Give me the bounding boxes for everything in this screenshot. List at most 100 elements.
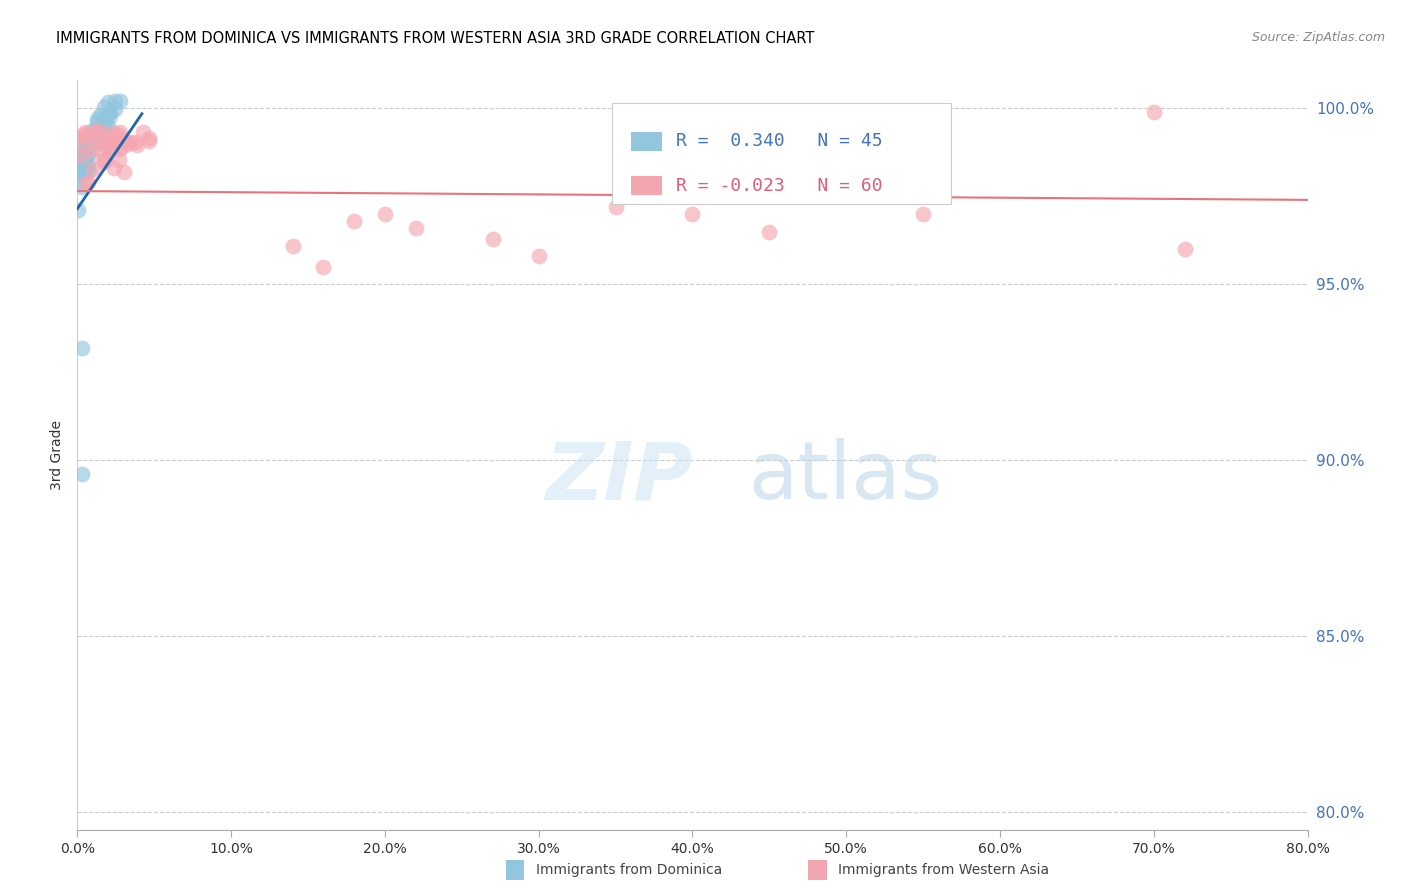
Point <box>108 95 131 109</box>
Text: IMMIGRANTS FROM DOMINICA VS IMMIGRANTS FROM WESTERN ASIA 3RD GRADE CORRELATION C: IMMIGRANTS FROM DOMINICA VS IMMIGRANTS F… <box>56 31 814 46</box>
Point <box>70 162 93 177</box>
Text: R = -0.023   N = 60: R = -0.023 N = 60 <box>676 177 883 194</box>
Point <box>73 125 96 139</box>
Point <box>138 131 160 145</box>
Point <box>86 112 108 127</box>
Point <box>77 129 100 144</box>
Point <box>138 134 160 148</box>
Point <box>69 166 91 180</box>
Point <box>77 146 100 161</box>
Point <box>76 161 98 175</box>
Point <box>343 214 366 228</box>
Point <box>104 102 127 116</box>
Point <box>77 163 100 178</box>
Point <box>93 154 115 169</box>
Point <box>108 125 131 139</box>
Point <box>91 153 114 167</box>
Point <box>97 142 120 156</box>
Point <box>93 100 115 114</box>
Point <box>76 157 98 171</box>
Point <box>93 121 115 136</box>
Point <box>374 207 396 221</box>
Point <box>70 138 93 153</box>
Point <box>912 207 935 221</box>
Point <box>69 154 91 169</box>
Point <box>107 153 129 167</box>
Point <box>1143 104 1166 119</box>
Point <box>94 115 117 129</box>
Point <box>118 135 141 149</box>
Point <box>76 142 98 156</box>
Point <box>112 133 135 147</box>
Point <box>94 136 117 150</box>
Point <box>73 156 96 170</box>
Point <box>93 111 115 125</box>
Point <box>80 132 103 146</box>
Point <box>87 142 110 156</box>
Point <box>94 136 117 151</box>
Point <box>96 153 118 167</box>
Point <box>82 143 104 157</box>
Text: Source: ZipAtlas.com: Source: ZipAtlas.com <box>1251 31 1385 45</box>
Point <box>84 123 107 137</box>
Point <box>104 127 127 141</box>
Point <box>97 136 120 150</box>
Text: Immigrants from Western Asia: Immigrants from Western Asia <box>838 863 1049 877</box>
Point <box>73 144 96 158</box>
Point <box>79 126 101 140</box>
Point <box>69 152 91 166</box>
FancyBboxPatch shape <box>631 177 662 195</box>
Point <box>73 127 96 141</box>
Point <box>86 115 108 129</box>
Point <box>97 95 120 109</box>
Point <box>481 231 503 245</box>
Point <box>82 122 104 136</box>
Point <box>110 141 132 155</box>
Point <box>127 138 149 153</box>
Point <box>67 202 90 217</box>
Point <box>76 148 98 162</box>
Point <box>758 225 780 239</box>
Point <box>67 155 90 169</box>
Point <box>124 136 146 150</box>
Point <box>104 95 127 109</box>
Point <box>312 260 335 274</box>
Text: R =  0.340   N = 45: R = 0.340 N = 45 <box>676 132 883 150</box>
Y-axis label: 3rd Grade: 3rd Grade <box>51 420 65 490</box>
Point <box>70 180 93 194</box>
Point <box>97 106 120 120</box>
Point <box>108 142 131 156</box>
Point <box>98 109 121 123</box>
Point <box>73 145 96 159</box>
Point <box>73 165 96 179</box>
Point <box>72 149 94 163</box>
Point <box>112 165 135 179</box>
Point <box>682 207 704 221</box>
Point <box>1174 242 1197 256</box>
Point <box>132 125 155 139</box>
Point <box>80 128 103 142</box>
Point <box>76 175 98 189</box>
Point <box>84 136 107 151</box>
Point <box>835 189 858 203</box>
Text: atlas: atlas <box>748 438 942 516</box>
Point <box>75 131 97 145</box>
Point <box>97 119 120 133</box>
Point <box>89 108 111 122</box>
Point <box>67 176 90 190</box>
Point <box>69 166 91 180</box>
Point <box>76 176 98 190</box>
Point <box>281 238 304 252</box>
Point <box>108 128 131 142</box>
Point <box>405 221 427 235</box>
Point <box>101 141 124 155</box>
Text: ZIP: ZIP <box>546 438 692 516</box>
Point <box>70 341 93 355</box>
Point <box>84 124 107 138</box>
FancyBboxPatch shape <box>613 103 950 204</box>
Text: Immigrants from Dominica: Immigrants from Dominica <box>536 863 721 877</box>
Point <box>69 149 91 163</box>
Point <box>103 161 125 175</box>
Point <box>67 156 90 170</box>
Point <box>72 138 94 153</box>
